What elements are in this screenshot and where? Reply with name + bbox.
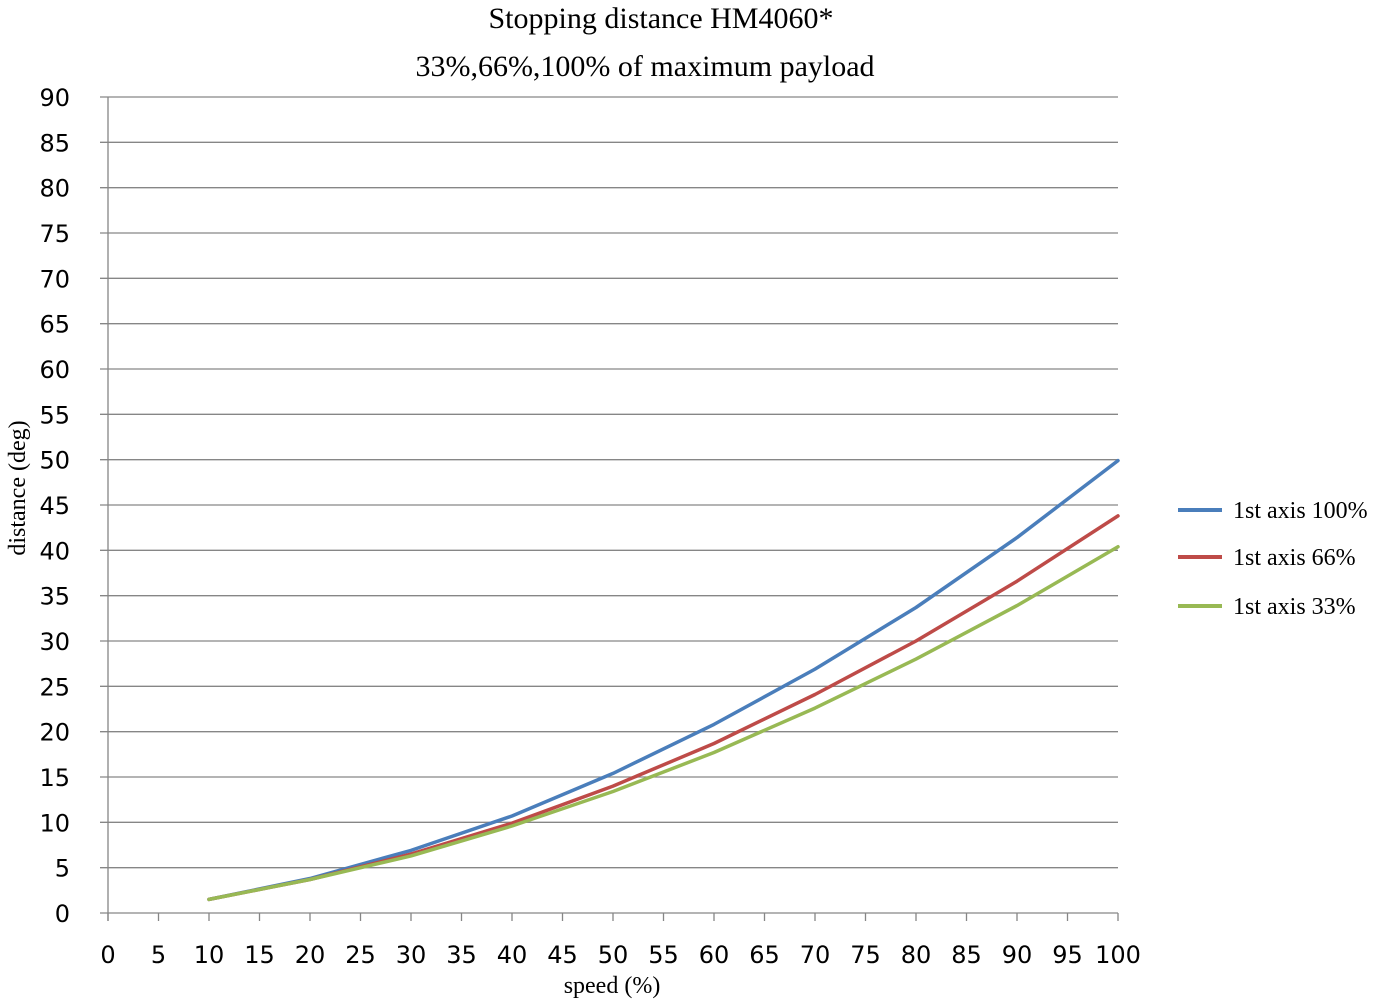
y-tick-label: 80	[39, 175, 70, 203]
series-line-2	[207, 514, 1120, 902]
x-tick-label: 10	[194, 941, 225, 969]
x-tick-label: 35	[446, 941, 477, 969]
y-tick-label: 10	[39, 809, 70, 837]
x-tick-label: 50	[598, 941, 629, 969]
x-tick-label: 30	[396, 941, 427, 969]
x-tick-label: 100	[1095, 941, 1141, 969]
y-tick-label: 70	[39, 265, 70, 293]
series-line-3	[207, 544, 1120, 902]
y-tick-label: 55	[39, 401, 70, 429]
y-axis-label: distance (deg)	[5, 420, 31, 555]
chart-subtitle: 33%,66%,100% of maximum payload	[415, 50, 874, 83]
y-tick-label: 5	[55, 855, 70, 883]
grid-lines	[100, 96, 1118, 869]
legend-label-3: 1st axis 33%	[1233, 594, 1356, 620]
x-tick-label: 60	[699, 941, 730, 969]
y-tick-label: 75	[39, 220, 70, 248]
y-tick-label: 90	[39, 84, 70, 112]
x-tick-label: 5	[151, 941, 166, 969]
y-tick-label: 20	[39, 719, 70, 747]
y-tick-label: 25	[39, 673, 70, 701]
x-tick-label: 55	[648, 941, 679, 969]
y-tick-label: 30	[39, 628, 70, 656]
y-tick-label: 45	[39, 492, 70, 520]
y-tick-label: 15	[39, 764, 70, 792]
series-lines	[207, 458, 1120, 902]
y-tick-label: 40	[39, 537, 70, 565]
x-tick-label: 45	[547, 941, 578, 969]
x-tick-label: 95	[1052, 941, 1083, 969]
x-tick-label: 70	[800, 941, 831, 969]
series-line-1	[207, 458, 1120, 902]
y-tick-label: 50	[39, 447, 70, 475]
y-tick-label: 60	[39, 356, 70, 384]
x-tick-label: 90	[1002, 941, 1033, 969]
y-tick-label: 35	[39, 583, 70, 611]
x-tick-label: 0	[100, 941, 115, 969]
legend-label-1: 1st axis 100%	[1233, 498, 1368, 524]
axes	[100, 97, 1118, 921]
x-tick-label: 85	[951, 941, 982, 969]
x-axis-ticks: 0 5 10 15 20 25 30 35 40 45 50 55 60 65 70 75 80 85 90 95 10…	[100, 913, 1141, 969]
x-axis-label: speed (%)	[564, 973, 661, 999]
x-tick-label: 25	[345, 941, 376, 969]
y-tick-label: 0	[55, 900, 70, 928]
x-tick-label: 15	[244, 941, 275, 969]
x-tick-label: 75	[850, 941, 881, 969]
y-axis-ticks: 0 5 10 15 20 25 30 35 40 45 50 55 60 65 70 75 80 85 90	[39, 84, 70, 928]
y-tick-label: 65	[39, 311, 70, 339]
legend-label-2: 1st axis 66%	[1233, 545, 1356, 571]
chart-title: Stopping distance HM4060*	[489, 2, 834, 35]
x-tick-label: 65	[749, 941, 780, 969]
legend: 1st axis 100% 1st axis 66% 1st axis 33%	[1178, 498, 1368, 620]
x-tick-label: 40	[497, 941, 528, 969]
y-tick-label: 85	[39, 129, 70, 157]
x-tick-label: 20	[295, 941, 326, 969]
x-tick-label: 80	[901, 941, 932, 969]
